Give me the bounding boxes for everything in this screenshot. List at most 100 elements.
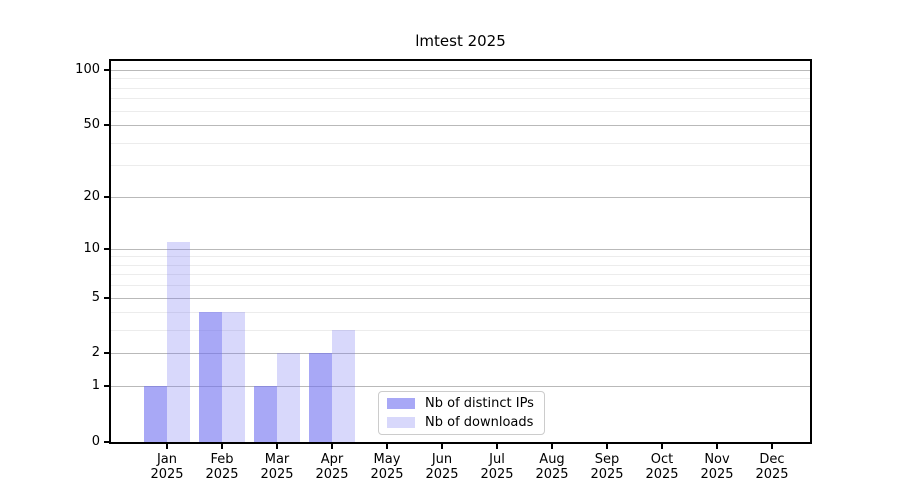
x-tick-label-jan: Jan 2025 bbox=[127, 452, 207, 482]
y-tick-mark-10 bbox=[104, 247, 109, 250]
right-spine bbox=[810, 59, 812, 444]
x-tick-year: 2025 bbox=[260, 467, 294, 482]
y-tick-label-5: 5 bbox=[91, 289, 100, 305]
x-tick-label-oct: Oct 2025 bbox=[622, 452, 702, 482]
y-tick-label-10: 10 bbox=[83, 240, 100, 256]
x-tick-year: 2025 bbox=[150, 467, 184, 482]
x-tick-label-may: May 2025 bbox=[347, 452, 427, 482]
legend-item-distinct-ips: Nb of distinct IPs bbox=[387, 395, 536, 412]
x-tick-mark-apr bbox=[331, 444, 333, 449]
gridline-minor-90 bbox=[111, 78, 810, 80]
x-tick-month: Sep bbox=[594, 452, 620, 467]
gridline-minor-80 bbox=[111, 87, 810, 89]
x-tick-mark-dec bbox=[771, 444, 773, 449]
y-tick-mark-20 bbox=[104, 195, 109, 198]
x-tick-mark-jan bbox=[166, 444, 168, 449]
legend: Nb of distinct IPs Nb of downloads bbox=[378, 391, 545, 435]
x-tick-year: 2025 bbox=[205, 467, 239, 482]
x-tick-label-dec: Dec 2025 bbox=[732, 452, 812, 482]
x-tick-mark-jun bbox=[441, 444, 443, 449]
gridline-major-5 bbox=[111, 297, 810, 299]
bar-nb-of-downloads-mar bbox=[277, 353, 300, 442]
legend-swatch-distinct-ips bbox=[387, 397, 415, 409]
bar-nb-of-distinct-ips-jan bbox=[144, 386, 167, 442]
x-tick-year: 2025 bbox=[590, 467, 624, 482]
x-tick-month: Apr bbox=[320, 452, 344, 467]
x-tick-month: Nov bbox=[704, 452, 730, 467]
x-tick-mark-jul bbox=[496, 444, 498, 449]
gridline-minor-70 bbox=[111, 98, 810, 100]
x-tick-label-feb: Feb 2025 bbox=[182, 452, 262, 482]
gridline-minor-7 bbox=[111, 274, 810, 276]
x-tick-year: 2025 bbox=[700, 467, 734, 482]
x-tick-month: Jun bbox=[431, 452, 453, 467]
x-tick-label-nov: Nov 2025 bbox=[677, 452, 757, 482]
x-tick-year: 2025 bbox=[480, 467, 514, 482]
bar-nb-of-distinct-ips-apr bbox=[309, 353, 332, 442]
y-tick-label-100: 100 bbox=[75, 62, 100, 77]
y-tick-label-0: 0 bbox=[91, 434, 100, 449]
x-tick-year: 2025 bbox=[755, 467, 789, 482]
x-tick-month: May bbox=[373, 452, 401, 467]
y-tick-mark-0 bbox=[104, 441, 109, 443]
gridline-major-10 bbox=[111, 248, 810, 250]
gridline-major-100 bbox=[111, 70, 810, 71]
gridline-major-2 bbox=[111, 353, 810, 355]
x-tick-year: 2025 bbox=[315, 467, 349, 482]
x-tick-mark-aug bbox=[551, 444, 553, 449]
x-tick-mark-may bbox=[386, 444, 388, 449]
y-tick-mark-5 bbox=[104, 296, 109, 299]
bar-nb-of-downloads-feb bbox=[222, 312, 245, 442]
x-tick-label-sep: Sep 2025 bbox=[567, 452, 647, 482]
legend-item-downloads: Nb of downloads bbox=[387, 415, 536, 432]
x-tick-label-jun: Jun 2025 bbox=[402, 452, 482, 482]
x-tick-year: 2025 bbox=[535, 467, 569, 482]
y-tick-mark-50 bbox=[104, 124, 109, 127]
top-spine bbox=[109, 59, 812, 61]
y-tick-mark-1 bbox=[104, 385, 109, 388]
legend-label-distinct-ips: Nb of distinct IPs bbox=[425, 395, 534, 411]
x-tick-mark-nov bbox=[716, 444, 718, 449]
y-tick-mark-2 bbox=[104, 352, 109, 355]
x-tick-label-mar: Mar 2025 bbox=[237, 452, 317, 482]
gridline-minor-4 bbox=[111, 312, 810, 314]
gridline-minor-9 bbox=[111, 256, 810, 258]
x-tick-label-jul: Jul 2025 bbox=[457, 452, 537, 482]
x-tick-month: Jan bbox=[156, 452, 178, 467]
plot-area bbox=[111, 61, 810, 442]
gridline-minor-3 bbox=[111, 330, 810, 332]
y-tick-label-2: 2 bbox=[91, 345, 100, 361]
x-tick-mark-mar bbox=[276, 444, 278, 449]
gridline-minor-8 bbox=[111, 264, 810, 266]
y-tick-label-50: 50 bbox=[83, 117, 100, 133]
gridline-minor-60 bbox=[111, 110, 810, 112]
left-spine bbox=[109, 59, 111, 444]
gridline-minor-40 bbox=[111, 142, 810, 144]
x-tick-month: Mar bbox=[264, 452, 290, 467]
y-tick-mark-100 bbox=[104, 69, 109, 71]
x-tick-mark-feb bbox=[221, 444, 223, 449]
x-tick-month: Aug bbox=[539, 452, 565, 467]
x-tick-month: Jul bbox=[489, 452, 505, 467]
gridline-major-1 bbox=[111, 386, 810, 388]
y-tick-label-20: 20 bbox=[83, 188, 100, 204]
bar-nb-of-downloads-jan bbox=[167, 241, 190, 442]
chart-title: lmtest 2025 bbox=[415, 32, 506, 50]
x-tick-year: 2025 bbox=[370, 467, 404, 482]
gridline-minor-30 bbox=[111, 165, 810, 167]
x-tick-label-aug: Aug 2025 bbox=[512, 452, 592, 482]
bottom-spine bbox=[109, 442, 812, 444]
bar-nb-of-downloads-apr bbox=[332, 330, 355, 442]
x-tick-year: 2025 bbox=[425, 467, 459, 482]
y-tick-label-1: 1 bbox=[91, 378, 100, 394]
x-tick-mark-sep bbox=[606, 444, 608, 449]
gridline-major-50 bbox=[111, 125, 810, 127]
x-tick-year: 2025 bbox=[645, 467, 679, 482]
bar-nb-of-distinct-ips-mar bbox=[254, 386, 277, 442]
gridline-minor-6 bbox=[111, 285, 810, 287]
x-tick-month: Oct bbox=[650, 452, 674, 467]
x-tick-month: Dec bbox=[759, 452, 785, 467]
gridline-major-20 bbox=[111, 196, 810, 198]
legend-label-downloads: Nb of downloads bbox=[425, 415, 534, 431]
